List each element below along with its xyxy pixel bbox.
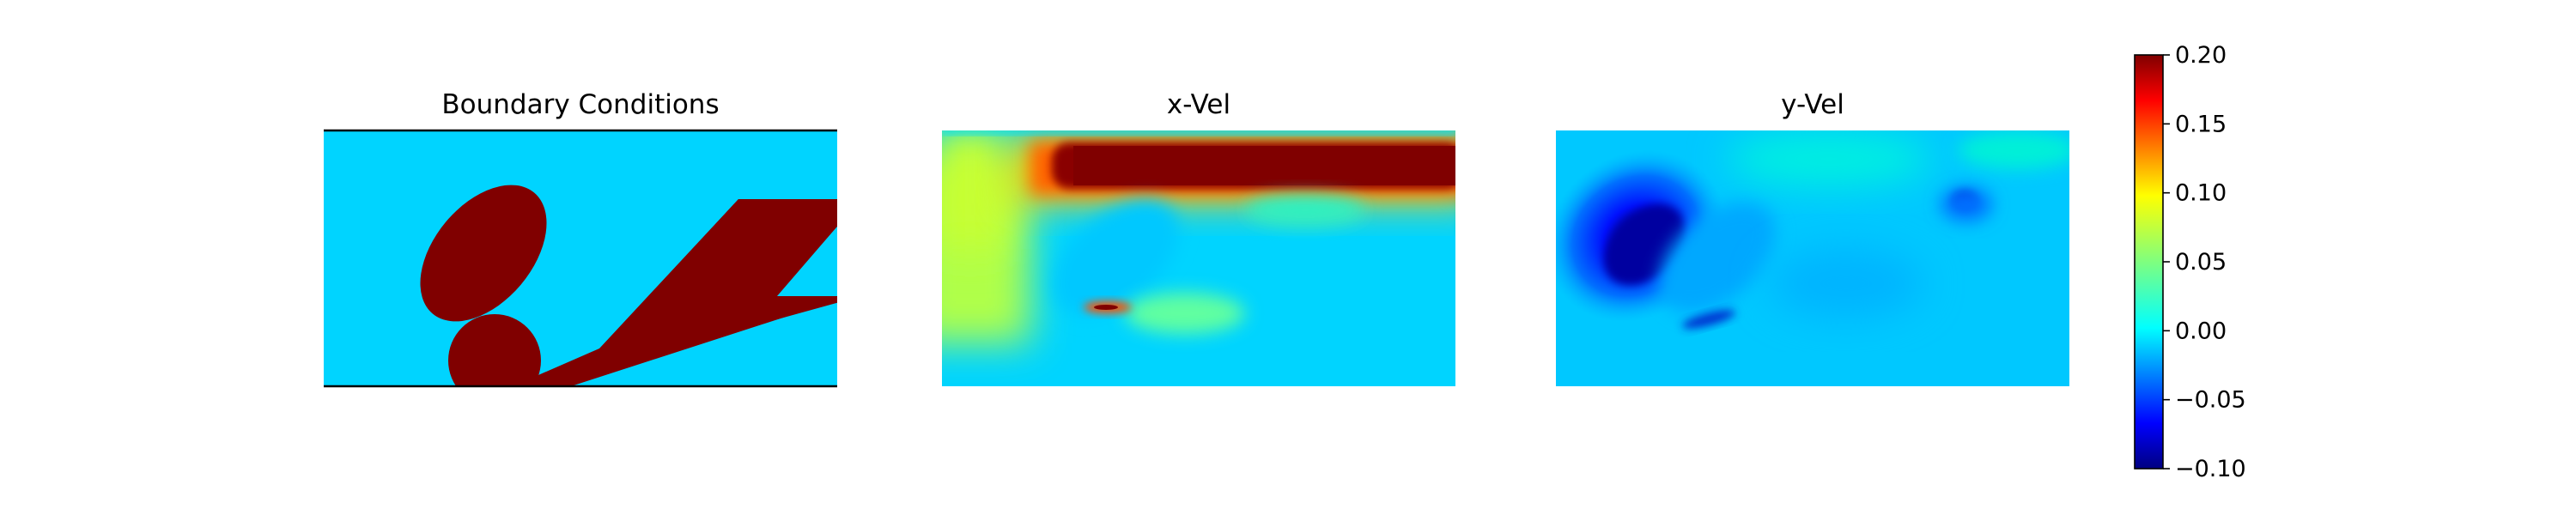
panel-x-vel: x-Vel xyxy=(942,89,1455,386)
colorbar-tick-label: 0.15 xyxy=(2175,111,2227,137)
panel-boundary-conditions: Boundary Conditions xyxy=(324,89,837,388)
colorbar-ticks: 0.20 0.15 0.10 0.05 0.00 −0.05 −0.10 xyxy=(2163,42,2246,482)
colorbar-tick-label: 0.00 xyxy=(2175,318,2227,344)
colorbar-tick-label: −0.10 xyxy=(2175,456,2246,482)
colorbar-gradient xyxy=(2135,55,2163,469)
colorbar-tick-label: 0.05 xyxy=(2175,249,2227,276)
obstacle-circle xyxy=(448,314,541,386)
colorbar-tick-label: −0.05 xyxy=(2175,387,2246,414)
colorbar-tick-label: 0.20 xyxy=(2175,42,2227,69)
panel-title-boundary-conditions: Boundary Conditions xyxy=(441,89,719,120)
obstacle-ellipse xyxy=(420,185,547,322)
boundary-mask-image xyxy=(324,130,837,386)
colorbar: 0.20 0.15 0.10 0.05 0.00 −0.05 −0.10 xyxy=(2134,42,2246,482)
y-vel-field-image xyxy=(1556,130,2069,386)
colorbar-tick-label: 0.10 xyxy=(2175,180,2227,207)
panel-title-y-vel: y-Vel xyxy=(1781,89,1844,120)
obstacle-ramp xyxy=(541,199,837,385)
panel-y-vel: y-Vel xyxy=(1556,89,2069,386)
panel-title-x-vel: x-Vel xyxy=(1167,89,1230,120)
x-vel-field-image xyxy=(942,130,1455,386)
